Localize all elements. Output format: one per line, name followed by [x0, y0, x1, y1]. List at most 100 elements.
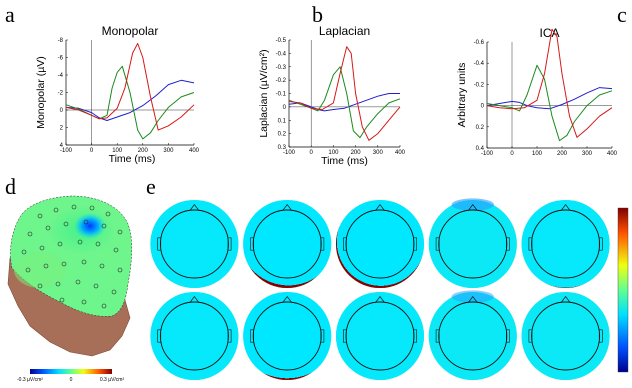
- y-tick-label: -0.3: [276, 65, 287, 71]
- y-tick-label: 0.2: [476, 125, 485, 131]
- x-tick-label: 300: [373, 150, 384, 156]
- head-colorbar-max-label: 0.3 µV/cm²: [100, 377, 125, 383]
- nose: [282, 296, 293, 303]
- x-tick-label: -100: [60, 148, 73, 154]
- right-ear: [598, 237, 603, 251]
- plot-title: ICA: [539, 26, 559, 40]
- x-tick-label: 400: [189, 148, 200, 154]
- electrode-markers: [21, 204, 123, 309]
- panel-label-a: a: [5, 2, 15, 27]
- topomap-activation: [150, 291, 239, 381]
- head-colorbar-min-label: -0.3 µV/cm²: [17, 377, 43, 383]
- nose: [282, 204, 293, 211]
- topomap-colorbar: [617, 207, 629, 373]
- x-tick-label: 300: [163, 148, 174, 154]
- series-line-3: [65, 43, 195, 131]
- y-tick-label: -0.4: [474, 61, 485, 67]
- y-tick-label: -0.2: [474, 82, 485, 88]
- y-tick-label: -8: [58, 38, 64, 44]
- series-line-3: [288, 46, 401, 141]
- nose: [189, 296, 200, 303]
- topomap: [521, 199, 610, 289]
- x-tick-label: 0: [90, 148, 94, 154]
- x-tick-label: -100: [283, 150, 296, 156]
- left-ear: [528, 329, 533, 343]
- x-tick-label: 100: [532, 151, 543, 157]
- x-tick-label: 100: [328, 150, 339, 156]
- series-line-1: [288, 93, 400, 112]
- series-line-1: [65, 79, 195, 121]
- topomap: [150, 291, 239, 381]
- y-axis-label: Laplacian (µV/cm²): [258, 49, 270, 137]
- y-tick-label: 0: [60, 108, 64, 114]
- topomap: [428, 198, 517, 289]
- head-colorbar-ramp: [30, 369, 112, 374]
- y-tick-label: -0.4: [276, 51, 287, 57]
- head-outline: [345, 301, 415, 371]
- right-ear: [413, 329, 418, 343]
- left-ear: [157, 237, 162, 251]
- nose: [375, 204, 385, 211]
- topomap-activation: [428, 199, 517, 289]
- head-outline: [531, 301, 601, 371]
- head-outline: [438, 301, 508, 371]
- x-tick-label: 0: [510, 151, 514, 157]
- left-ear: [157, 329, 162, 343]
- nose: [375, 296, 385, 303]
- topomap-activation: [521, 291, 610, 381]
- y-tick-label: 0.2: [278, 132, 287, 138]
- right-ear: [506, 237, 510, 251]
- plot-laplacian: Laplacian Time (ms) Laplacian (µV/cm²) -…: [258, 24, 406, 167]
- plot-ica: ICA Arbitrary units -100 0 100 200 300 400 -0.…: [456, 26, 618, 157]
- topomap-colorbar-ramp: [617, 207, 629, 373]
- x-axis-label: Time (ms): [321, 155, 368, 167]
- nose: [560, 204, 571, 211]
- y-tick-label: -0.6: [474, 40, 485, 46]
- head-model: [7, 195, 132, 357]
- panel-label-e: e: [146, 174, 156, 199]
- y-tick-label: -2: [58, 91, 64, 97]
- topomap: [243, 291, 332, 381]
- x-tick-label: 200: [138, 148, 149, 154]
- left-ear: [250, 329, 254, 343]
- y-axis-label: Arbitrary units: [456, 63, 468, 128]
- x-tick-label: 0: [310, 150, 314, 156]
- left-ear: [528, 237, 533, 251]
- x-tick-label: 300: [582, 151, 593, 157]
- topomap-activation: [521, 199, 610, 289]
- x-tick-label: 200: [351, 150, 362, 156]
- head-outline: [438, 209, 508, 279]
- topomap: [243, 199, 332, 289]
- right-ear: [227, 329, 232, 343]
- left-ear: [342, 329, 347, 343]
- topomap: [335, 291, 425, 381]
- negative-region: [74, 213, 106, 239]
- head-outline: [252, 301, 322, 371]
- y-tick-label: 0.3: [278, 145, 287, 151]
- nose: [467, 204, 478, 211]
- series-line-2: [65, 65, 195, 140]
- y-axis-label: Monopolar (µV): [35, 56, 47, 129]
- x-tick-label: 400: [395, 150, 406, 156]
- left-ear: [342, 237, 347, 251]
- topomap-grid: [150, 198, 610, 381]
- topomap-activation: [243, 291, 332, 381]
- y-tick-label: 0.1: [278, 118, 287, 124]
- right-ear: [320, 329, 325, 343]
- topomap-activation: [335, 291, 425, 381]
- left-ear: [435, 329, 440, 343]
- topomap: [428, 290, 517, 381]
- x-tick-label: 400: [607, 151, 618, 157]
- y-tick-label: -0.1: [276, 92, 287, 98]
- y-tick-label: 2: [60, 126, 64, 132]
- head-outline: [345, 209, 415, 279]
- topomap-activation: [428, 291, 517, 381]
- left-ear: [435, 237, 440, 251]
- plot-monopolar: Monopolar Time (ms) Monopolar (µV) -100 0…: [35, 24, 200, 165]
- y-tick-label: 0: [481, 104, 485, 110]
- right-ear: [413, 237, 418, 251]
- topomap-activation: [150, 199, 239, 289]
- y-tick-label: -6: [58, 56, 64, 62]
- right-ear: [227, 237, 232, 251]
- plot-title: Laplacian: [319, 24, 370, 38]
